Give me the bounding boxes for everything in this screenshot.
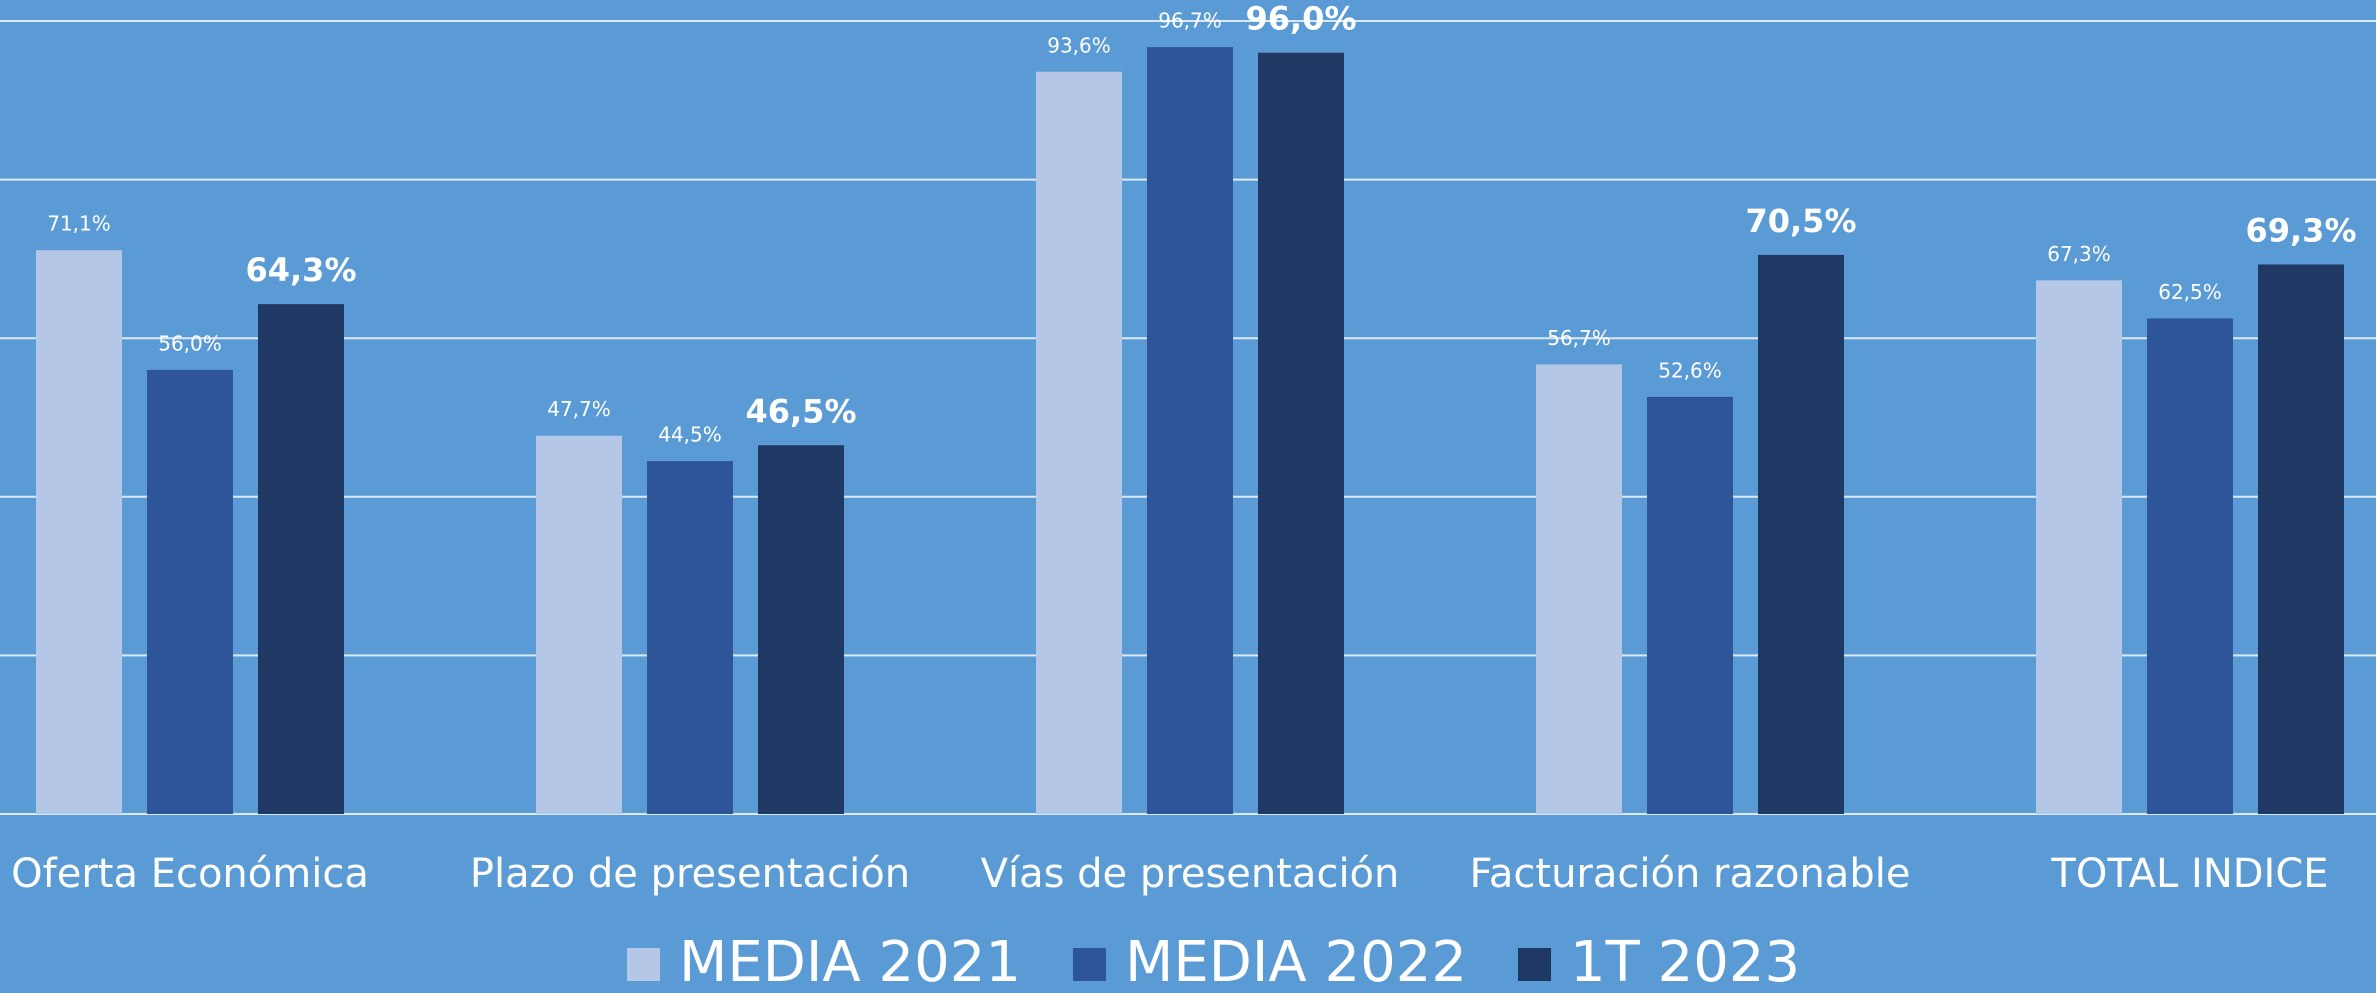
bar: [536, 435, 622, 814]
x-tick-label: Facturación razonable: [1470, 851, 1911, 897]
bar: [36, 250, 122, 814]
data-label: 69,3%: [2245, 211, 2356, 249]
data-label: 47,7%: [547, 397, 611, 421]
legend-swatch: [627, 948, 660, 981]
legend-label: MEDIA 2021: [679, 930, 1021, 993]
bar: [1036, 71, 1122, 814]
bar: [258, 304, 344, 814]
bar: [147, 369, 233, 814]
data-label: 56,0%: [158, 331, 222, 355]
x-tick-label: TOTAL INDICE: [2050, 851, 2328, 897]
legend-label: MEDIA 2022: [1125, 930, 1467, 993]
legend-swatch: [1073, 948, 1106, 981]
data-label: 44,5%: [658, 423, 722, 447]
bar: [1647, 396, 1733, 814]
bar: [647, 461, 733, 814]
bar: [2147, 318, 2233, 814]
bar: [1258, 52, 1344, 815]
legend-swatch: [1518, 948, 1551, 981]
bar: [2258, 264, 2344, 814]
data-label: 67,3%: [2047, 242, 2111, 266]
data-label: 70,5%: [1745, 202, 1856, 240]
data-label: 64,3%: [245, 251, 356, 289]
x-tick-label: Plazo de presentación: [470, 851, 910, 897]
data-label: 93,6%: [1047, 33, 1111, 57]
data-label: 96,0%: [1245, 0, 1356, 38]
data-label: 46,5%: [745, 392, 856, 430]
data-label: 52,6%: [1658, 358, 1722, 382]
bar: [2036, 280, 2122, 814]
x-tick-label: Oferta Económica: [11, 851, 369, 897]
data-label: 96,7%: [1158, 9, 1222, 33]
bar: [1147, 47, 1233, 814]
data-label: 71,1%: [47, 212, 111, 236]
x-tick-label: Vías de presentación: [981, 851, 1400, 897]
data-label: 56,7%: [1547, 326, 1611, 350]
legend-label: 1T 2023: [1570, 930, 1800, 993]
bar: [1536, 364, 1622, 814]
bar: [758, 445, 844, 814]
data-label: 62,5%: [2158, 280, 2222, 304]
bar: [1758, 254, 1844, 814]
